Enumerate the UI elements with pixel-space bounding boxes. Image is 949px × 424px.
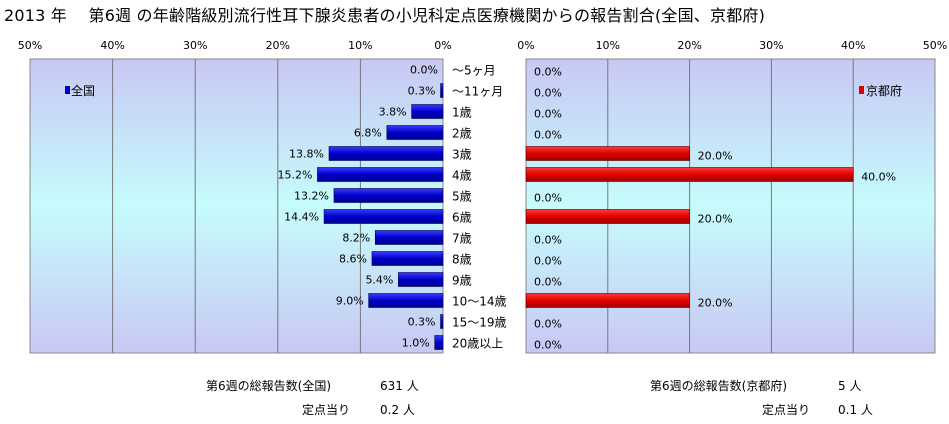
kyoto-chart: 0% 10% 20% 30% 40% 50% 0.0% 0.0% 0.0% 0.0% 20.0% 40… — [517, 39, 947, 354]
age-category-label: 5歳 — [452, 190, 472, 204]
kyoto-value-label: 0.0% — [534, 234, 562, 247]
age-category-label: 20歳以上 — [452, 337, 503, 351]
kyoto-value-label: 0.0% — [534, 192, 562, 205]
national-bar — [371, 251, 444, 266]
kyoto-value-label: 0.0% — [534, 66, 562, 79]
national-value-label: 0.3% — [408, 316, 436, 329]
national-bar — [328, 146, 444, 161]
age-category-label: 10～14歳 — [452, 295, 507, 309]
national-per-label: 定点当り — [302, 403, 351, 417]
kyoto-value-label: 20.0% — [698, 297, 733, 310]
national-bar — [411, 104, 444, 119]
age-category-label: 3歳 — [452, 148, 472, 162]
national-legend-label: 全国 — [71, 83, 95, 98]
kyoto-tick-label: 50% — [923, 39, 947, 52]
national-value-label: 5.4% — [365, 274, 393, 287]
national-value-label: 8.2% — [342, 232, 370, 245]
age-category-label: 9歳 — [452, 274, 472, 288]
national-value-label: 6.8% — [354, 127, 382, 140]
age-category-label: ～5ヶ月 — [452, 64, 496, 78]
national-per-value: 0.2 人 — [380, 403, 415, 417]
national-tick-label: 40% — [100, 39, 124, 52]
national-plot-area — [29, 58, 444, 354]
kyoto-tick-label: 40% — [841, 39, 865, 52]
age-category-label: 7歳 — [452, 232, 472, 246]
national-value-label: 9.0% — [336, 295, 364, 308]
national-bar — [386, 125, 444, 140]
kyoto-value-label: 0.0% — [534, 255, 562, 268]
national-bar — [374, 230, 444, 245]
national-value-label: 1.0% — [402, 337, 430, 350]
age-category-labels: ～5ヶ月 ～11ヶ月 1歳 2歳 3歳 4歳 5歳 6歳 7歳 8歳 9歳 10～14歳 15～19歳 2… — [452, 64, 507, 351]
kyoto-value-label: 40.0% — [861, 171, 896, 184]
kyoto-bar — [525, 209, 690, 224]
national-value-label: 3.8% — [379, 106, 407, 119]
national-bar — [317, 167, 444, 182]
national-bar — [440, 314, 444, 329]
national-tick-label: 30% — [183, 39, 207, 52]
national-chart: 50% 40% 30% 20% 10% 0%0.0%0.3%3.8%6.8%13.8%15… — [18, 39, 452, 354]
kyoto-value-label: 0.0% — [534, 339, 562, 352]
kyoto-tick-label: 10% — [596, 39, 620, 52]
age-category-label: 6歳 — [452, 211, 472, 225]
kyoto-total-label: 第6週の総報告数(京都府) — [650, 379, 787, 393]
national-bar — [398, 272, 444, 287]
national-legend-swatch — [65, 86, 70, 94]
national-value-label: 0.3% — [408, 85, 436, 98]
national-value-label: 15.2% — [277, 169, 312, 182]
kyoto-bar — [525, 167, 854, 182]
national-value-label: 13.2% — [294, 190, 329, 203]
kyoto-value-label: 20.0% — [698, 213, 733, 226]
national-bar — [333, 188, 444, 203]
kyoto-bar — [525, 293, 690, 308]
national-value-label: 8.6% — [339, 253, 367, 266]
kyoto-bar — [525, 146, 690, 161]
national-tick-label: 10% — [348, 39, 372, 52]
kyoto-value-label: 0.0% — [534, 108, 562, 121]
national-value-label: 14.4% — [284, 211, 319, 224]
age-category-label: 8歳 — [452, 253, 472, 267]
kyoto-value-label: 0.0% — [534, 318, 562, 331]
national-total-label: 第6週の総報告数(全国) — [206, 379, 331, 393]
national-bar — [440, 83, 444, 98]
kyoto-legend-label: 京都府 — [866, 83, 902, 98]
kyoto-per-label: 定点当り — [762, 403, 811, 417]
age-category-label: 1歳 — [452, 106, 472, 120]
kyoto-tick-label: 0% — [517, 39, 534, 52]
kyoto-tick-label: 30% — [759, 39, 783, 52]
national-tick-label: 50% — [18, 39, 42, 52]
kyoto-value-label: 20.0% — [698, 150, 733, 163]
age-category-label: 2歳 — [452, 127, 472, 141]
kyoto-per-value: 0.1 人 — [838, 403, 873, 417]
national-value-label: 13.8% — [289, 148, 324, 161]
kyoto-value-label: 0.0% — [534, 87, 562, 100]
kyoto-total-value: 5 人 — [838, 379, 862, 393]
national-total-value: 631 人 — [380, 379, 419, 393]
age-category-label: 4歳 — [452, 169, 472, 183]
national-bar — [368, 293, 444, 308]
national-value-label: 0.0% — [410, 64, 438, 77]
kyoto-value-label: 0.0% — [534, 129, 562, 142]
kyoto-tick-label: 20% — [677, 39, 701, 52]
national-bar — [323, 209, 444, 224]
chart-title: 2013 年 第6週 の年齢階級別流行性耳下腺炎患者の小児科定点医療機関からの報… — [4, 6, 766, 25]
age-category-label: ～11ヶ月 — [452, 85, 503, 99]
kyoto-value-label: 0.0% — [534, 276, 562, 289]
national-bar — [434, 335, 444, 350]
national-tick-label: 0% — [434, 39, 451, 52]
kyoto-legend-swatch — [859, 86, 864, 94]
national-tick-label: 20% — [266, 39, 290, 52]
age-category-label: 15～19歳 — [452, 316, 507, 330]
